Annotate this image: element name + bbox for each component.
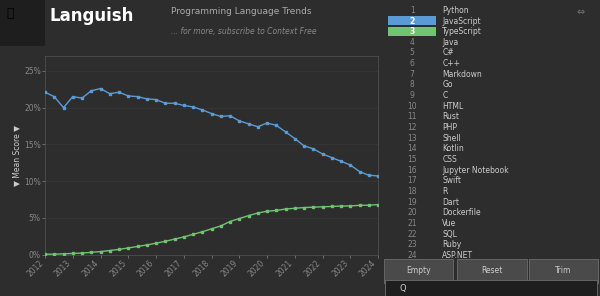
Text: 24: 24 bbox=[407, 251, 417, 260]
Text: ⇔: ⇔ bbox=[577, 7, 585, 17]
Text: Vue: Vue bbox=[442, 219, 457, 228]
Text: Jupyter Notebook: Jupyter Notebook bbox=[442, 166, 509, 175]
Text: Q: Q bbox=[399, 284, 406, 292]
Text: 8: 8 bbox=[410, 81, 415, 89]
Text: 23: 23 bbox=[407, 240, 417, 249]
Text: 6: 6 bbox=[410, 59, 415, 68]
Y-axis label: ▼ Mean Score ▼: ▼ Mean Score ▼ bbox=[13, 125, 22, 186]
Text: Programming Language Trends: Programming Language Trends bbox=[171, 7, 311, 15]
Text: ... for more, subscribe to Context Free: ... for more, subscribe to Context Free bbox=[171, 27, 317, 36]
Text: Dart: Dart bbox=[442, 198, 460, 207]
Text: Trim: Trim bbox=[555, 266, 571, 275]
Text: 3: 3 bbox=[409, 27, 415, 36]
Text: JavaScript: JavaScript bbox=[442, 17, 481, 25]
Text: Kotlin: Kotlin bbox=[442, 144, 464, 153]
Text: 17: 17 bbox=[407, 176, 417, 185]
Text: R: R bbox=[442, 187, 448, 196]
Text: 10: 10 bbox=[407, 102, 417, 111]
Text: Shell: Shell bbox=[442, 134, 461, 143]
Text: 20: 20 bbox=[407, 208, 417, 217]
Text: 1: 1 bbox=[410, 6, 415, 15]
Text: C: C bbox=[442, 91, 448, 100]
Text: C++: C++ bbox=[442, 59, 460, 68]
FancyBboxPatch shape bbox=[384, 259, 453, 283]
Text: 21: 21 bbox=[407, 219, 417, 228]
Text: 4: 4 bbox=[410, 38, 415, 47]
FancyBboxPatch shape bbox=[388, 16, 436, 25]
Text: 2: 2 bbox=[409, 17, 415, 25]
Text: ASP.NET: ASP.NET bbox=[442, 251, 473, 260]
Text: 🧩: 🧩 bbox=[6, 7, 14, 20]
Text: Python: Python bbox=[442, 6, 469, 15]
Text: Empty: Empty bbox=[406, 266, 431, 275]
Text: SQL: SQL bbox=[442, 230, 457, 239]
FancyBboxPatch shape bbox=[388, 27, 436, 36]
Text: Languish: Languish bbox=[49, 7, 134, 25]
Text: Go: Go bbox=[442, 81, 453, 89]
Text: C#: C# bbox=[442, 49, 454, 57]
Text: 7: 7 bbox=[410, 70, 415, 79]
Text: 5: 5 bbox=[410, 49, 415, 57]
Text: Ruby: Ruby bbox=[442, 240, 461, 249]
Text: 11: 11 bbox=[407, 112, 417, 121]
Text: PHP: PHP bbox=[442, 123, 457, 132]
Text: 13: 13 bbox=[407, 134, 417, 143]
Text: Rust: Rust bbox=[442, 112, 460, 121]
Text: CSS: CSS bbox=[442, 155, 457, 164]
Text: 19: 19 bbox=[407, 198, 417, 207]
Text: 15: 15 bbox=[407, 155, 417, 164]
Text: Java: Java bbox=[442, 38, 458, 47]
Text: Reset: Reset bbox=[481, 266, 503, 275]
Text: 12: 12 bbox=[407, 123, 417, 132]
Text: 18: 18 bbox=[407, 187, 417, 196]
FancyBboxPatch shape bbox=[529, 259, 598, 283]
Text: TypeScript: TypeScript bbox=[442, 27, 482, 36]
Text: Markdown: Markdown bbox=[442, 70, 482, 79]
Text: Dockerfile: Dockerfile bbox=[442, 208, 481, 217]
Text: 9: 9 bbox=[410, 91, 415, 100]
Text: 14: 14 bbox=[407, 144, 417, 153]
Text: 16: 16 bbox=[407, 166, 417, 175]
FancyBboxPatch shape bbox=[385, 280, 597, 296]
Text: HTML: HTML bbox=[442, 102, 464, 111]
Text: Swift: Swift bbox=[442, 176, 461, 185]
FancyBboxPatch shape bbox=[457, 259, 527, 283]
Text: 22: 22 bbox=[407, 230, 417, 239]
